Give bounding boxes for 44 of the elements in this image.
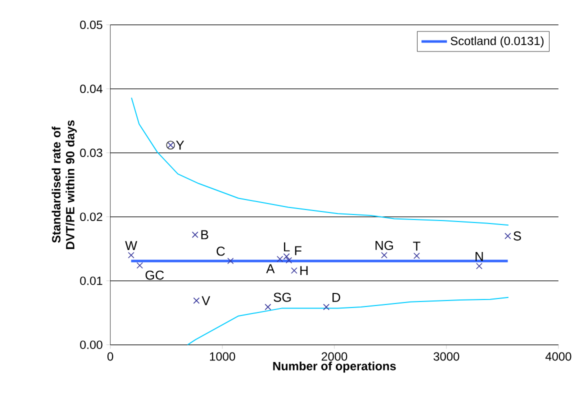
point (504, 232, 511, 240)
annotation: S (514, 231, 521, 240)
point (290, 267, 298, 274)
point (264, 304, 272, 310)
point (323, 304, 330, 310)
x-tick-label: 1000 (210, 352, 236, 360)
annotation: D (332, 292, 340, 302)
x-tick-label: 0 (107, 352, 114, 360)
point (286, 256, 292, 264)
point (381, 252, 388, 258)
legend-label: Scotland (0.0131) (450, 36, 544, 48)
annotation: L (284, 242, 290, 252)
point (476, 262, 482, 270)
point (136, 262, 143, 268)
annotation: V (202, 296, 210, 305)
y-tick-label: 0.04 (80, 84, 102, 93)
y-tick-label: 0.01 (80, 276, 102, 285)
annotation: T (413, 242, 420, 250)
annotation: NG (376, 240, 393, 250)
y-tick-label: 0.03 (80, 148, 102, 157)
point (227, 258, 234, 264)
line-series (130, 97, 509, 226)
x-tick-label: 2000 (322, 352, 348, 360)
x-tick-label: 3000 (434, 352, 460, 360)
y-tick-label: 0.02 (80, 212, 102, 221)
annotation: A (266, 264, 275, 273)
annotation: GC (146, 270, 164, 280)
annotation: Y (176, 140, 184, 150)
annotation: B (201, 230, 208, 239)
annotation: H (300, 266, 308, 275)
y-axis-title: Standardised rate of DVT/PE within 90 days (52, 120, 77, 249)
x-tick-label: 4000 (545, 352, 572, 360)
x-axis-title: Number of operations (273, 361, 396, 372)
annotation: N (476, 252, 483, 261)
annotation: SG (274, 292, 291, 302)
annotation: F (295, 246, 302, 255)
point (193, 297, 200, 304)
y-tick-label: 0.05 (80, 20, 102, 29)
point (128, 252, 134, 258)
point (413, 252, 420, 259)
annotation: C (216, 246, 225, 256)
point (192, 231, 198, 238)
y-tick-label: 0.00 (80, 340, 102, 349)
annotation: W (125, 240, 138, 250)
